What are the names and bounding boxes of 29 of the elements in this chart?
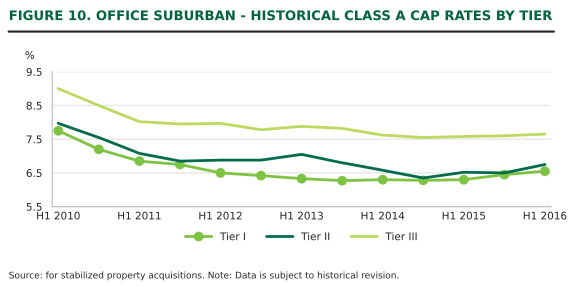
y-tick-label: 5.5 — [26, 203, 42, 211]
legend-label: Tier I — [220, 232, 245, 240]
x-tick-label: H1 2012 — [199, 212, 242, 220]
point — [296, 174, 306, 184]
point — [256, 170, 266, 180]
x-tick-label: H1 2015 — [442, 212, 486, 220]
line-series — [56, 87, 546, 139]
x-tick-label: H1 2011 — [118, 212, 161, 220]
legend-label: Tier III — [385, 232, 417, 240]
point — [458, 174, 469, 185]
x-tick-label: H1 2014 — [362, 212, 404, 220]
point — [94, 144, 104, 154]
y-tick-label: 9.5 — [26, 68, 42, 76]
point — [378, 174, 388, 185]
y-tick-label: 6.5 — [26, 169, 42, 178]
y-tick-label: 7.5 — [26, 136, 42, 144]
chart-title: FIGURE 10. OFFICE SUBURBAN - HISTORICAL CLASS A CAP RATES BY TIER — [10, 10, 552, 20]
x-tick-label: H1 2010 — [37, 212, 80, 220]
x-tick-label: H1 2013 — [280, 212, 323, 220]
source-note: Source: for stabilized property acquisitions. Note: Data is subject to historical revision. — [9, 272, 398, 280]
y-tick-label: 8.5 — [26, 102, 42, 110]
x-tick-label: H1 2016 — [524, 212, 566, 220]
legend-label: Tier II — [301, 232, 330, 240]
point — [216, 168, 226, 178]
point — [134, 156, 144, 166]
point — [540, 166, 550, 176]
point — [337, 176, 348, 186]
y-axis-title: % — [25, 51, 34, 59]
point — [53, 126, 64, 136]
